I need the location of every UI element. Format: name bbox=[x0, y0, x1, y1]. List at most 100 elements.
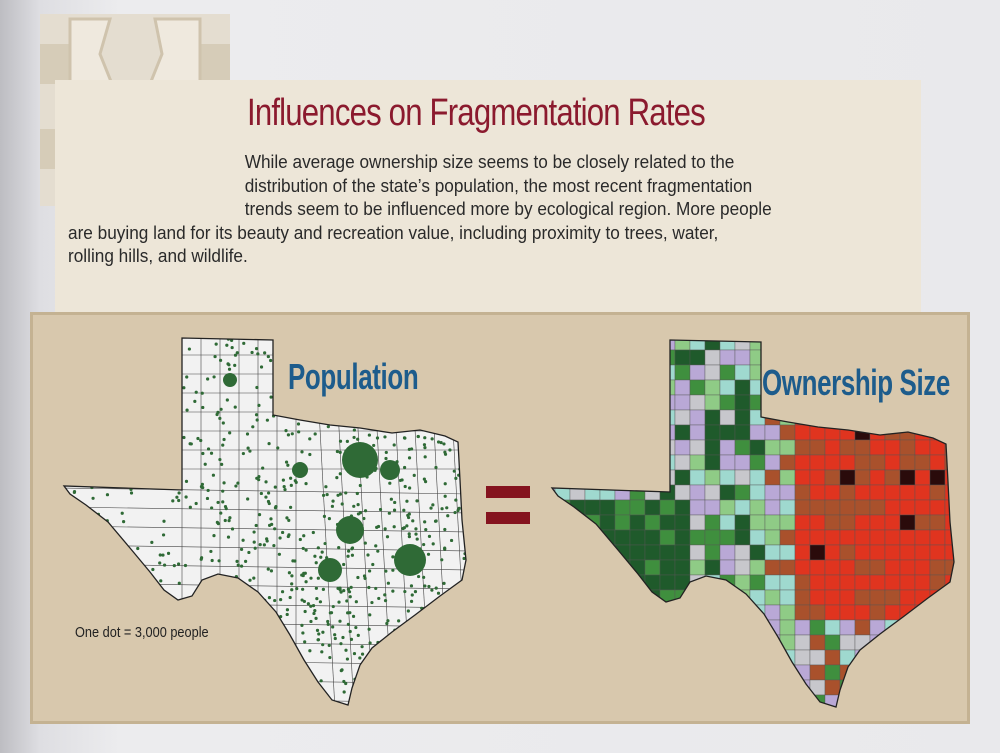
ownership-county-cell bbox=[659, 340, 676, 351]
ownership-county-cell bbox=[704, 634, 721, 651]
ownership-county-cell bbox=[734, 364, 751, 381]
population-dot bbox=[406, 513, 410, 518]
population-dot bbox=[223, 669, 227, 673]
ownership-county-cell bbox=[554, 694, 571, 707]
population-dot bbox=[250, 350, 254, 355]
ownership-county-cell bbox=[629, 409, 646, 426]
ownership-county-cell bbox=[884, 649, 901, 666]
population-dot bbox=[374, 677, 378, 681]
population-dot bbox=[456, 592, 460, 596]
ownership-county-cell bbox=[839, 544, 856, 561]
population-dot bbox=[355, 491, 359, 496]
population-dot bbox=[468, 568, 471, 571]
ownership-county-cell bbox=[554, 514, 571, 531]
population-dot bbox=[309, 619, 313, 624]
population-dot bbox=[108, 358, 112, 362]
ownership-county-cell bbox=[839, 634, 856, 651]
population-dot bbox=[389, 671, 393, 675]
population-dot bbox=[222, 588, 226, 592]
ownership-county-cell bbox=[584, 649, 601, 666]
population-dot bbox=[435, 411, 440, 415]
population-dot bbox=[432, 419, 436, 424]
ownership-county-cell bbox=[552, 694, 556, 707]
ownership-county-cell bbox=[794, 679, 811, 696]
ownership-county-cell bbox=[552, 559, 556, 576]
ownership-county-cell bbox=[749, 649, 766, 666]
population-dot bbox=[430, 437, 434, 441]
population-dot bbox=[445, 696, 449, 701]
ownership-county-cell bbox=[764, 529, 781, 546]
ownership-county-cell bbox=[659, 574, 676, 591]
ownership-county-cell bbox=[914, 424, 931, 441]
ownership-county-cell bbox=[719, 544, 736, 561]
ownership-county-cell bbox=[599, 604, 616, 621]
population-dot bbox=[67, 681, 71, 685]
population-dot bbox=[123, 610, 127, 614]
ownership-county-cell bbox=[899, 574, 916, 591]
county-line bbox=[64, 658, 466, 666]
ownership-county-cell bbox=[854, 340, 871, 351]
population-dot bbox=[181, 703, 185, 705]
ownership-county-cell bbox=[929, 409, 946, 426]
ownership-county-cell bbox=[554, 409, 571, 426]
ownership-county-cell bbox=[569, 694, 586, 707]
population-dot bbox=[240, 697, 244, 701]
ownership-county-cell bbox=[689, 364, 706, 381]
population-dot bbox=[423, 436, 427, 440]
population-dot bbox=[344, 681, 348, 686]
population-dot bbox=[235, 559, 239, 563]
ownership-county-cell bbox=[749, 589, 766, 606]
population-dot bbox=[91, 517, 95, 521]
population-dot bbox=[434, 354, 438, 358]
ownership-county-cell bbox=[824, 424, 841, 441]
population-dot bbox=[256, 352, 260, 356]
population-dot bbox=[336, 493, 340, 497]
population-dot bbox=[441, 691, 445, 695]
population-dot bbox=[221, 421, 225, 425]
ownership-county-cell bbox=[854, 469, 871, 486]
population-dot bbox=[192, 643, 196, 647]
ownership-county-cell bbox=[552, 379, 556, 396]
ownership-county-cell bbox=[599, 589, 616, 606]
population-dot bbox=[361, 691, 365, 695]
population-dot bbox=[337, 340, 342, 344]
population-dot bbox=[357, 703, 361, 705]
ownership-county-cell bbox=[629, 649, 646, 666]
population-dot bbox=[345, 657, 350, 661]
population-dot bbox=[454, 498, 458, 502]
population-dot bbox=[158, 356, 163, 361]
ownership-county-cell bbox=[552, 664, 556, 681]
population-dot bbox=[269, 569, 274, 573]
ownership-county-cell bbox=[794, 589, 811, 606]
ownership-county-cell bbox=[854, 454, 871, 471]
population-dot bbox=[325, 417, 330, 421]
population-dot bbox=[433, 370, 437, 374]
ownership-county-cell bbox=[749, 559, 766, 576]
ownership-county-cell bbox=[674, 439, 691, 456]
population-dot bbox=[115, 657, 119, 661]
population-dot bbox=[367, 433, 371, 437]
population-dot bbox=[72, 562, 76, 566]
ownership-county-cell bbox=[719, 649, 736, 666]
ownership-county-cell bbox=[674, 559, 691, 576]
population-dot bbox=[103, 678, 107, 682]
population-dot bbox=[289, 680, 293, 685]
ownership-county-cell bbox=[884, 604, 901, 621]
ownership-county-cell bbox=[674, 409, 691, 426]
population-dot bbox=[225, 343, 229, 347]
population-dot bbox=[301, 587, 305, 591]
ownership-county-cell bbox=[764, 649, 781, 666]
population-dot bbox=[185, 408, 189, 412]
population-dot bbox=[418, 375, 422, 379]
ownership-county-cell bbox=[825, 710, 840, 725]
population-dot bbox=[420, 338, 425, 342]
population-dot bbox=[407, 532, 411, 536]
population-dot bbox=[446, 410, 450, 414]
population-dot bbox=[330, 504, 335, 508]
ownership-county-cell bbox=[749, 679, 766, 696]
ownership-county-cell bbox=[929, 559, 946, 576]
population-dot bbox=[451, 342, 455, 347]
ownership-county-cell bbox=[929, 484, 946, 501]
population-dot bbox=[348, 611, 352, 615]
ownership-county-cell bbox=[854, 409, 871, 426]
